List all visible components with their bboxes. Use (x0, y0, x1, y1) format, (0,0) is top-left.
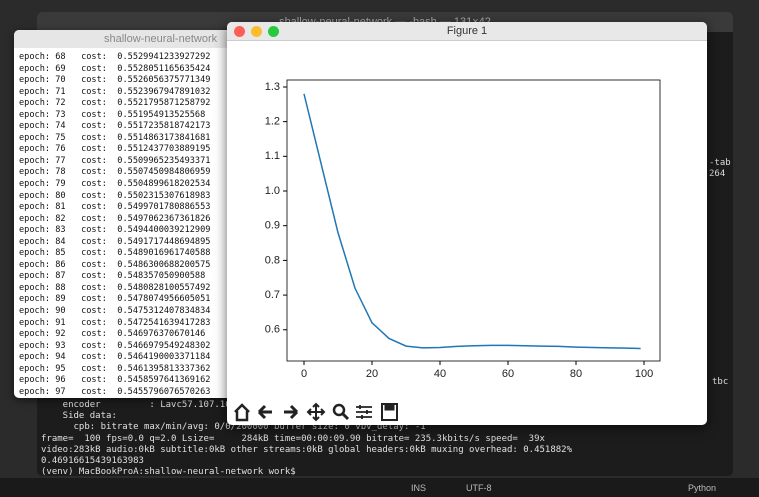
toolbar (234, 402, 398, 422)
language-selector[interactable]: Python (688, 483, 717, 493)
terminal-line: epoch: 71 cost: 0.5523967947891032 (19, 86, 211, 97)
terminal-line: epoch: 96 cost: 0.5458597641369162 (19, 375, 211, 386)
y-tick-label: 0.9 (265, 220, 280, 232)
figure-window: Figure 1 0.6 0.7 0.8 0.9 1.0 1.1 1.2 1.3 0 20 40 60… (227, 22, 707, 425)
x-tick-label: 60 (502, 368, 514, 380)
save-button[interactable] (381, 403, 398, 421)
terminal-line: epoch: 91 cost: 0.5472541639417283 (19, 317, 211, 328)
terminal-line: epoch: 89 cost: 0.5478074956605051 (19, 294, 211, 305)
terminal-line: epoch: 75 cost: 0.5514863173841681 (19, 132, 211, 143)
terminal-line: epoch: 78 cost: 0.5507450984806959 (19, 167, 211, 178)
terminal-line: epoch: 72 cost: 0.5521795871258792 (19, 98, 211, 109)
status-bar: INS UTF-8 Python (0, 478, 759, 497)
home-button[interactable] (234, 403, 250, 422)
y-tick-label: 0.7 (265, 289, 280, 301)
terminal-line: epoch: 76 cost: 0.5512437703889195 (19, 144, 211, 155)
terminal-line: epoch: 94 cost: 0.5464190003371184 (19, 352, 211, 363)
x-tick-label: 20 (366, 368, 378, 380)
terminal-line: epoch: 80 cost: 0.5502315307618983 (19, 190, 211, 201)
y-tick-label: 1.3 (265, 81, 280, 93)
y-tick-label: 0.8 (265, 254, 280, 266)
front-terminal: shallow-neural-network epoch: 68 cost: 0… (14, 30, 254, 398)
configure-button[interactable] (356, 405, 372, 419)
mode-indicator: INS (411, 483, 427, 493)
terminal-line: epoch: 68 cost: 0.5529941233927292 (19, 52, 211, 62)
y-tick-label: 1.2 (265, 116, 280, 128)
text-fragment: tbc (712, 377, 729, 387)
terminal-line: epoch: 97 cost: 0.5455796076570263 (19, 386, 211, 397)
terminal-line: Side data: (41, 411, 117, 422)
text-fragment: 264 (709, 169, 726, 179)
cost-line (303, 93, 641, 350)
terminal-line: epoch: 74 cost: 0.5517235818742173 (19, 121, 211, 132)
terminal-line: epoch: 77 cost: 0.5509965235493371 (19, 155, 211, 166)
terminal-line: epoch: 85 cost: 0.5489016961740588 (19, 248, 211, 259)
terminal-line: epoch: 69 cost: 0.5528051165635424 (19, 63, 211, 74)
y-tick-label: 1.0 (265, 185, 280, 197)
terminal-line: epoch: 83 cost: 0.5494400039212909 (19, 225, 211, 236)
terminal-line: epoch: 86 cost: 0.5486300688200575 (19, 259, 211, 270)
x-tick-label: 80 (570, 368, 582, 380)
minimize-button[interactable] (251, 26, 262, 37)
terminal-line: frame= 100 fps=0.0 q=2.0 Lsize= 284kB ti… (41, 433, 545, 444)
terminal-line: (venv) MacBookProA:shallow-neural-networ… (41, 467, 302, 476)
terminal-line: epoch: 73 cost: 0.551954913525568 (19, 109, 206, 120)
pan-button[interactable] (306, 402, 326, 422)
x-tick-label: 40 (434, 368, 446, 380)
terminal-output: epoch: 68 cost: 0.5529941233927292 epoch:… (19, 52, 210, 398)
window-title: shallow-neural-network (14, 30, 254, 48)
zoom-button[interactable] (268, 26, 279, 37)
terminal-output: encoder : Lavc57.107.100 mjpeg Side data… (41, 400, 572, 476)
terminal-line: epoch: 79 cost: 0.5504899618202534 (19, 179, 211, 190)
terminal-line: epoch: 93 cost: 0.5466979549248302 (19, 340, 211, 351)
forward-button[interactable] (284, 404, 299, 420)
terminal-line: video:283kB audio:0kB subtitle:0kB other… (41, 444, 573, 455)
zoom-tool-handle (341, 412, 350, 421)
terminal-line: epoch: 81 cost: 0.5499701780886553 (19, 202, 211, 213)
text-fragment: -tab (709, 158, 731, 168)
terminal-line: epoch: 92 cost: 0.546976370670146 (19, 329, 206, 340)
x-tick-label: 100 (635, 368, 653, 380)
terminal-line: epoch: 87 cost: 0.548357050900588 (19, 271, 206, 282)
terminal-line: epoch: 88 cost: 0.5480828100557492 (19, 282, 211, 293)
back-button[interactable] (257, 404, 272, 420)
window-title: Figure 1 (227, 22, 707, 41)
terminal-line: epoch: 70 cost: 0.5526056375771349 (19, 75, 211, 86)
y-tick-label: 0.6 (265, 324, 280, 336)
save-icon-part (384, 404, 395, 411)
encoding-selector[interactable]: UTF-8 (466, 483, 492, 493)
terminal-line: 0.46916615439163983 (41, 456, 144, 467)
terminal-line: cpb: bitrate max/min/avg: 0/0/200000 buf… (41, 422, 426, 433)
terminal-line: epoch: 82 cost: 0.5497062367361826 (19, 213, 211, 224)
plot-frame (286, 79, 661, 362)
terminal-line: epoch: 95 cost: 0.5461395813337362 (19, 363, 211, 374)
x-tick-label: 0 (301, 368, 307, 380)
terminal-line: epoch: 90 cost: 0.5475312407834834 (19, 306, 211, 317)
zoom-tool-button[interactable] (332, 403, 346, 417)
close-button[interactable] (234, 26, 245, 37)
chart: 0.6 0.7 0.8 0.9 1.0 1.1 1.2 1.3 0 20 40 60 80 100 (265, 79, 661, 380)
y-tick-label: 1.1 (265, 150, 280, 162)
terminal-line: epoch: 84 cost: 0.5491717448694895 (19, 236, 211, 247)
